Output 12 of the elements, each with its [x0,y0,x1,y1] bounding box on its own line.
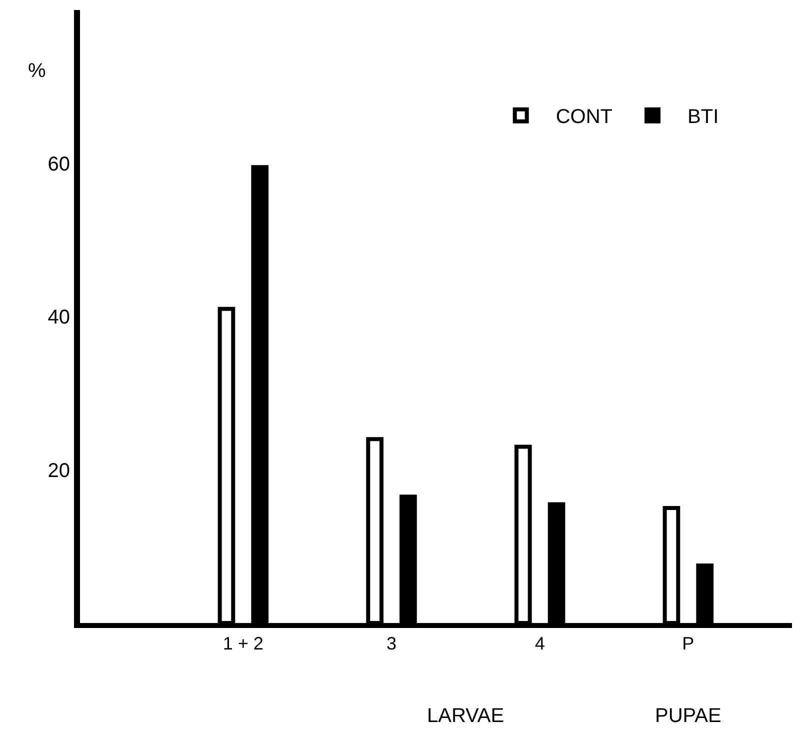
text: LARVAE [427,705,504,727]
y-tick-label: 40 [48,306,70,328]
x-tick-label: 3 [386,634,397,654]
x-tick-label: 1 + 2 [222,634,264,654]
legend-label: BTI [688,106,719,128]
y-axis-title: % [28,60,46,82]
legend-label: CONT [556,106,613,128]
text: PUPAE [655,705,722,727]
y-tick-label: 60 [48,153,70,176]
x-tick-label: P [682,634,694,654]
x-tick-label: 4 [534,634,545,654]
y-tick-label: 20 [48,460,70,482]
